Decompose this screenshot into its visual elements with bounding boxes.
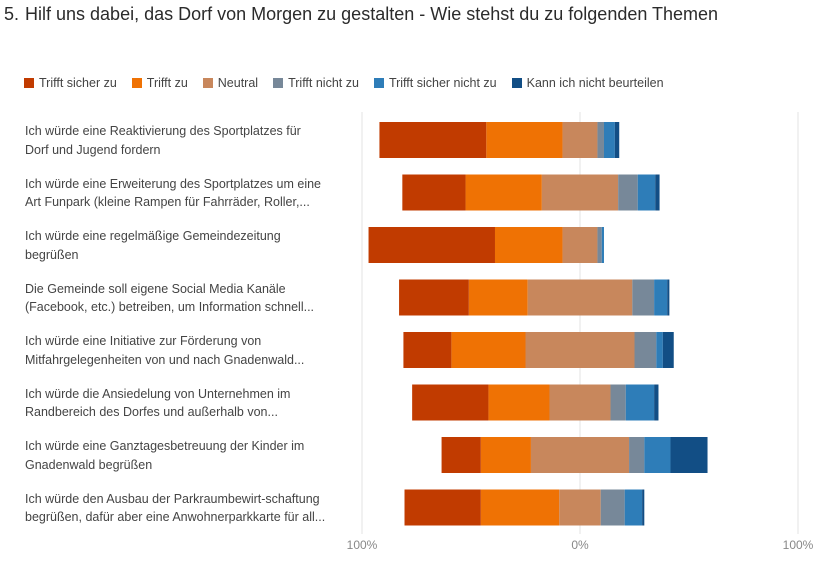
bar-segment-4-trifft-sicher-nicht-zu: [654, 279, 668, 316]
category-label-line: Ich würde den Ausbau der Parkraumbewirt-…: [25, 491, 320, 506]
bar-segment-4-kann-ich-nicht-beurteilen: [667, 279, 670, 316]
bar-segment-1-trifft-nicht-zu: [597, 122, 604, 158]
category-label: Ich würde eine Erweiterung des Sportplat…: [25, 175, 350, 212]
bar-segment-6-trifft-sicher-nicht-zu: [625, 384, 655, 421]
bar-segment-1-trifft-sicher-nicht-zu: [603, 122, 615, 158]
bar-segment-5-trifft-sicher-nicht-zu: [656, 332, 663, 368]
bar-segment-7-trifft-sicher-zu: [441, 437, 481, 473]
bar-segment-5-trifft-sicher-zu: [403, 332, 452, 368]
bar-segment-8-kann-ich-nicht-beurteilen: [642, 489, 645, 526]
category-label: Ich würde eine Ganztagesbetreuung der Ki…: [25, 437, 350, 474]
bar-segment-1-trifft-sicher-zu: [379, 122, 487, 158]
legend-label: Trifft zu: [146, 76, 188, 90]
bar-segment-2-trifft-sicher-zu: [402, 174, 466, 211]
bar-segment-6-kann-ich-nicht-beurteilen: [654, 384, 659, 421]
bar-segment-3-trifft-zu: [494, 227, 563, 263]
legend-item: Trifft sicher nicht zu: [373, 76, 497, 90]
legend-swatch: [24, 78, 34, 88]
category-label-line: begrüßen, dafür aber eine Anwohnerparkka…: [25, 510, 326, 524]
legend-label: Trifft sicher nicht zu: [388, 76, 497, 90]
category-label: Ich würde eine Reaktivierung des Sportpl…: [25, 122, 350, 159]
category-label-line: Ich würde die Ansiedelung von Unternehme…: [25, 386, 291, 401]
category-label: Ich würde die Ansiedelung von Unternehme…: [25, 385, 350, 422]
bar-segment-2-neutral: [541, 174, 619, 211]
legend-swatch: [273, 78, 284, 88]
question-number: 5.: [4, 4, 20, 24]
bar-segment-8-trifft-nicht-zu: [600, 489, 625, 526]
category-label-line: Dorf und Jugend fordern: [25, 142, 161, 157]
bar-segment-5-neutral: [525, 332, 635, 368]
bar-segment-6-trifft-nicht-zu: [610, 384, 626, 421]
bar-segment-2-trifft-zu: [465, 174, 542, 211]
category-label: Ich würde den Ausbau der Parkraumbewirt-…: [25, 490, 350, 527]
bar-segment-7-trifft-sicher-nicht-zu: [644, 437, 671, 473]
question-text: Hilf uns dabei, das Dorf von Morgen zu g…: [25, 4, 719, 24]
legend-swatch: [202, 78, 213, 88]
bar-segment-5-trifft-zu: [451, 332, 526, 368]
bar-segment-7-trifft-zu: [480, 437, 531, 473]
category-label-line: begrüßen: [25, 247, 79, 262]
category-label-line: Ich würde eine Ganztagesbetreuung der Ki…: [25, 439, 305, 453]
x-tick-label: 0%: [571, 538, 589, 552]
bar-segment-1-kann-ich-nicht-beurteilen: [614, 122, 620, 158]
bar-segment-8-trifft-sicher-zu: [404, 489, 481, 526]
bar-segment-6-trifft-sicher-zu: [412, 384, 489, 421]
x-tick-label: 100%: [347, 538, 378, 552]
legend-item: Neutral: [202, 76, 259, 90]
bar-segment-2-kann-ich-nicht-beurteilen: [655, 174, 660, 211]
bar-segment-5-trifft-nicht-zu: [634, 332, 657, 368]
bar-segment-2-trifft-sicher-nicht-zu: [637, 174, 656, 211]
legend-item: Trifft zu: [131, 76, 188, 90]
category-label-line: Gnadenwald begrüßen: [25, 457, 153, 472]
bar-segment-2-trifft-nicht-zu: [618, 174, 638, 211]
category-label-line: Ich würde eine Reaktivierung des Sportpl…: [25, 124, 301, 138]
bar-segment-5-kann-ich-nicht-beurteilen: [662, 332, 674, 368]
category-label-line: Randbereich des Dorfes und außerhalb von…: [25, 405, 278, 419]
category-label-line: Ich würde eine Erweiterung des Sportplat…: [25, 176, 321, 191]
bar-segment-7-neutral: [530, 437, 630, 473]
bar-segment-3-neutral: [562, 227, 598, 263]
bar-segment-1-trifft-zu: [486, 122, 563, 158]
legend-swatch: [373, 78, 384, 88]
category-label-line: Die Gemeinde soll eigene Social Media Ka…: [25, 281, 286, 296]
category-label-line: (Facebook, etc.) betreiben, um Informati…: [25, 300, 315, 314]
x-tick-label: 100%: [783, 538, 814, 552]
bar-segment-8-trifft-zu: [480, 489, 560, 526]
bar-segment-4-trifft-sicher-zu: [399, 279, 469, 316]
bar-segment-4-trifft-zu: [468, 279, 528, 316]
question-title: 5. Hilf uns dabei, das Dorf von Morgen zu…: [4, 4, 718, 25]
bar-segment-4-neutral: [527, 279, 633, 316]
bar-segment-3-trifft-nicht-zu: [597, 227, 602, 263]
bar-segment-7-trifft-nicht-zu: [629, 437, 645, 473]
category-label-line: Ich würde eine Initiative zur Förderung …: [25, 334, 262, 348]
chart-legend: Trifft sicher zu Trifft zu Neutral Trifft n…: [24, 76, 679, 90]
bar-segment-6-neutral: [549, 384, 611, 421]
category-label-line: Art Funpark (kleine Rampen für Fahrräder…: [25, 195, 310, 209]
category-label: Ich würde eine regelmäßige Gemeindezeitu…: [25, 227, 350, 264]
category-label: Die Gemeinde soll eigene Social Media Ka…: [25, 280, 350, 317]
bar-segment-4-trifft-nicht-zu: [632, 279, 655, 316]
bar-segment-7-kann-ich-nicht-beurteilen: [670, 437, 708, 473]
bar-segment-8-neutral: [559, 489, 601, 526]
legend-swatch: [511, 78, 522, 88]
category-label-line: Ich würde eine regelmäßige Gemeindezeitu…: [25, 229, 281, 243]
category-label: Ich würde eine Initiative zur Förderung …: [25, 332, 350, 369]
category-label-line: Mitfahrgelegenheiten von und nach Gnaden…: [25, 352, 305, 367]
legend-item: Trifft sicher zu: [24, 76, 117, 90]
legend-label: Neutral: [217, 76, 259, 90]
legend-label: Trifft nicht zu: [288, 76, 359, 90]
bar-segment-1-neutral: [562, 122, 598, 158]
bar-segment-8-trifft-sicher-nicht-zu: [624, 489, 643, 526]
legend-item: Trifft nicht zu: [273, 76, 359, 90]
legend-label: Kann ich nicht beurteilen: [526, 76, 664, 90]
legend-swatch: [131, 78, 142, 88]
bar-segment-3-trifft-sicher-zu: [368, 227, 495, 263]
legend-label: Trifft sicher zu: [39, 76, 117, 90]
legend-item: Kann ich nicht beurteilen: [511, 76, 664, 90]
bar-segment-6-trifft-zu: [488, 384, 550, 421]
bar-segment-3-trifft-sicher-nicht-zu: [601, 227, 604, 263]
